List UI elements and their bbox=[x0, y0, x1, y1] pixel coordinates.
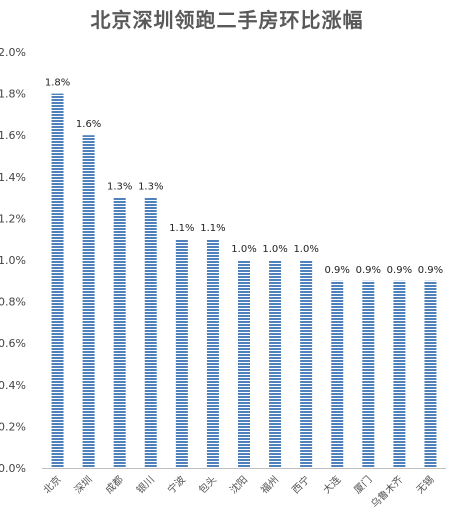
bar bbox=[424, 280, 437, 468]
y-tick-label: 2.0% bbox=[0, 46, 26, 59]
bar bbox=[269, 260, 282, 468]
data-label: 1.3% bbox=[107, 182, 132, 193]
data-label: 1.6% bbox=[76, 119, 101, 130]
y-tick-label: 1.6% bbox=[0, 129, 26, 142]
category-label: 无锡 bbox=[413, 473, 436, 496]
bar bbox=[300, 260, 313, 468]
y-tick-label: 0.2% bbox=[0, 420, 26, 433]
data-label: 1.1% bbox=[169, 223, 194, 234]
data-label: 0.9% bbox=[325, 265, 350, 276]
data-label: 1.1% bbox=[200, 223, 225, 234]
category-label: 厦门 bbox=[351, 473, 374, 496]
bar bbox=[82, 135, 95, 468]
y-tick-label: 1.4% bbox=[0, 171, 26, 184]
bar bbox=[331, 280, 344, 468]
y-axis: 0.0% 0.2% 0.4% 0.6% 0.8% 1.0% 1.2% 1.4% 1.6% 1.8%… bbox=[0, 46, 26, 475]
category-label: 宁波 bbox=[165, 473, 188, 496]
category-label: 福州 bbox=[258, 473, 281, 496]
category-label: 成都 bbox=[103, 474, 126, 497]
category-label: 沈阳 bbox=[227, 473, 250, 496]
data-label: 0.9% bbox=[356, 265, 381, 276]
bar bbox=[362, 280, 375, 468]
chart-title: 北京深圳领跑二手房环比涨幅 bbox=[90, 8, 364, 32]
bar bbox=[144, 197, 157, 468]
category-label: 银川 bbox=[134, 473, 157, 496]
category-label: 包头 bbox=[196, 473, 219, 496]
data-label: 1.0% bbox=[262, 244, 287, 255]
bar bbox=[238, 260, 250, 468]
category-label: 深圳 bbox=[72, 474, 95, 497]
bar bbox=[393, 280, 406, 468]
y-tick-label: 1.0% bbox=[0, 254, 26, 267]
data-label: 0.9% bbox=[387, 265, 412, 276]
category-label: 北京 bbox=[40, 473, 63, 496]
category-label: 大连 bbox=[320, 473, 343, 496]
bars bbox=[51, 93, 437, 468]
data-labels: 1.8% 1.6% 1.3% 1.3% 1.1% 1.1% 1.0% 1.0% 1.0% 0.9%… bbox=[45, 78, 443, 276]
bar bbox=[206, 239, 219, 468]
category-label: 西宁 bbox=[289, 473, 312, 496]
y-tick-label: 0.0% bbox=[0, 462, 26, 475]
y-tick-label: 0.4% bbox=[0, 379, 26, 392]
bar bbox=[51, 93, 64, 468]
data-label: 1.0% bbox=[231, 244, 256, 255]
data-label: 1.0% bbox=[293, 244, 318, 255]
data-label: 1.8% bbox=[45, 78, 70, 89]
y-tick-label: 0.8% bbox=[0, 296, 26, 309]
bar bbox=[113, 197, 126, 468]
category-label: 乌鲁木齐 bbox=[368, 473, 405, 510]
y-tick-label: 1.2% bbox=[0, 212, 26, 225]
y-tick-label: 1.8% bbox=[0, 88, 26, 101]
data-label: 1.3% bbox=[138, 182, 163, 193]
y-tick-label: 0.6% bbox=[0, 337, 26, 350]
data-label: 0.9% bbox=[418, 265, 443, 276]
bar bbox=[175, 239, 188, 468]
